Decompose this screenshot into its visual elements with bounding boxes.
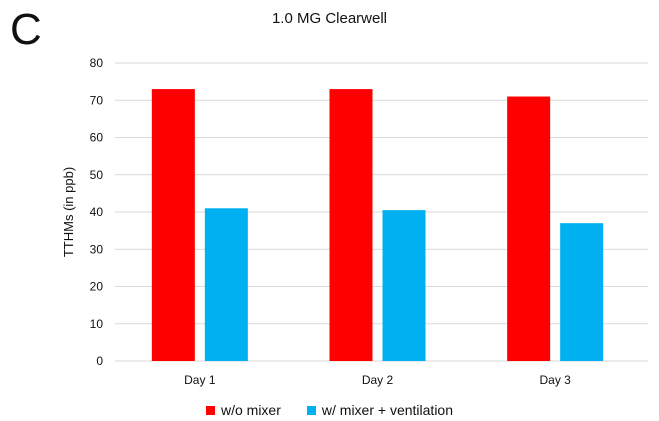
y-tick-label-20: 20 [90, 280, 104, 294]
y-tick-label-30: 30 [90, 242, 104, 256]
x-tick-label-day-3: Day 3 [539, 373, 571, 387]
bar-w-mixer-ventilation-day-3 [560, 223, 604, 361]
legend-swatch-series-1 [306, 405, 316, 415]
y-tick-label-60: 60 [90, 131, 104, 145]
bar-w-mixer-ventilation-day-2 [382, 210, 426, 361]
bar-w-o-mixer-day-1 [151, 89, 195, 361]
x-tick-label-day-1: Day 1 [184, 373, 216, 387]
chart-title: 1.0 MG Clearwell [271, 10, 388, 27]
legend-item-series-0: w/o mixer [205, 402, 281, 418]
x-tick-label-day-2: Day 2 [362, 373, 394, 387]
legend-label-series-0: w/o mixer [220, 402, 281, 418]
bar-w-mixer-ventilation-day-1 [204, 208, 248, 361]
legend-label-series-1: w/ mixer + ventilation [321, 402, 453, 418]
y-tick-label-40: 40 [90, 205, 104, 219]
legend-item-series-1: w/ mixer + ventilation [306, 402, 453, 418]
y-tick-label-80: 80 [90, 56, 104, 70]
legend-swatch-series-0 [205, 405, 215, 415]
y-axis-label: TTHMs (in ppb) [61, 167, 76, 257]
bar-w-o-mixer-day-3 [507, 96, 551, 362]
y-tick-label-70: 70 [90, 93, 104, 107]
y-tick-label-50: 50 [90, 168, 104, 182]
y-tick-label-0: 0 [96, 354, 103, 368]
legend: w/o mixer w/ mixer + ventilation [0, 402, 659, 418]
panel-label: C [10, 5, 42, 54]
bar-w-o-mixer-day-2 [329, 89, 373, 361]
y-tick-label-10: 10 [90, 317, 104, 331]
